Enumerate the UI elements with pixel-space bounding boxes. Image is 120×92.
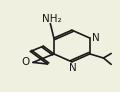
Text: N: N xyxy=(92,33,100,43)
Text: N: N xyxy=(69,63,77,73)
Text: O: O xyxy=(22,57,30,67)
Text: NH₂: NH₂ xyxy=(42,14,61,24)
